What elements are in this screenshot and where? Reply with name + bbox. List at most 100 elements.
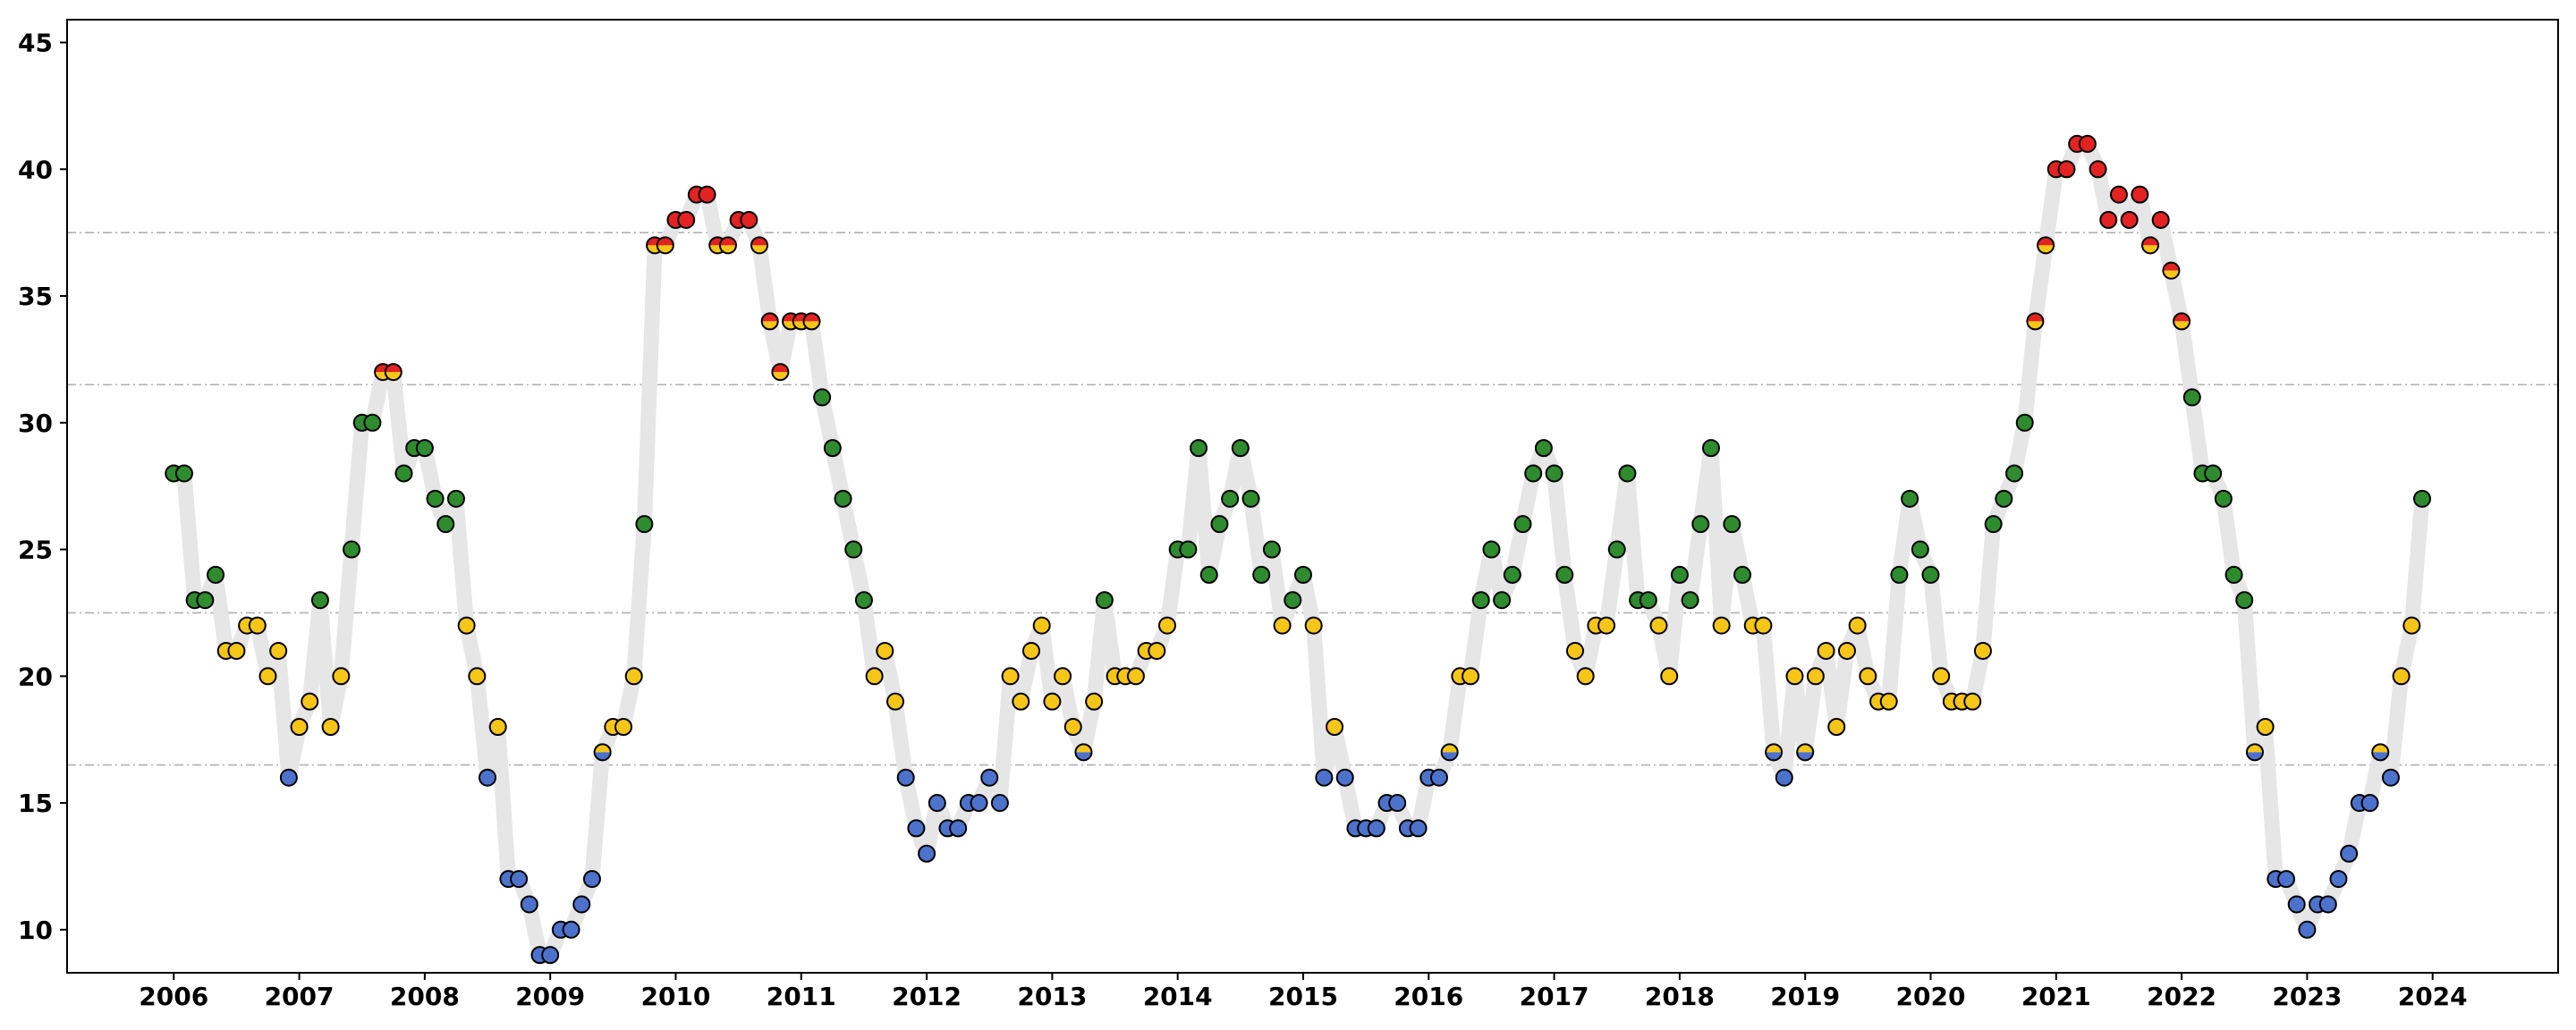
data-point — [582, 870, 601, 889]
data-point — [415, 439, 434, 458]
data-point — [363, 413, 382, 432]
data-point — [1576, 667, 1595, 686]
data-point — [479, 768, 497, 787]
data-point — [949, 819, 968, 838]
x-tick-label: 2009 — [515, 982, 585, 1011]
y-tick-label: 45 — [18, 29, 53, 58]
data-point — [2120, 210, 2139, 229]
y-tick-label: 40 — [18, 155, 53, 184]
data-point — [1639, 591, 1657, 610]
data-point — [1921, 565, 1940, 584]
data-point — [1085, 692, 1104, 711]
data-point — [343, 540, 361, 559]
x-tick-label: 2012 — [892, 982, 962, 1011]
data-point — [1837, 641, 1856, 660]
data-point — [207, 565, 225, 584]
data-point — [2329, 870, 2348, 889]
data-point — [2392, 667, 2411, 686]
y-tick-label: 30 — [18, 409, 53, 438]
x-tick-label: 2020 — [1896, 982, 1966, 1011]
data-point — [624, 667, 643, 686]
data-point — [384, 363, 402, 382]
data-point — [2340, 844, 2359, 863]
data-point — [1649, 616, 1668, 635]
data-point — [258, 667, 277, 686]
data-point — [2287, 895, 2306, 914]
data-point — [1284, 591, 1302, 610]
data-point — [541, 946, 560, 965]
x-tick-label: 2024 — [2398, 982, 2468, 1011]
data-point — [2005, 464, 2024, 483]
data-point — [1597, 616, 1616, 635]
y-tick-label: 10 — [18, 916, 53, 945]
y-tick-label: 15 — [18, 789, 53, 818]
data-point — [740, 210, 758, 229]
data-point — [1691, 515, 1710, 534]
data-point — [1785, 667, 1804, 686]
x-tick-label: 2023 — [2272, 982, 2342, 1011]
data-point — [1304, 616, 1323, 635]
x-tick-label: 2022 — [2147, 982, 2216, 1011]
x-tick-label: 2006 — [139, 982, 208, 1011]
data-point — [1545, 464, 1563, 483]
y-tick-label: 25 — [18, 536, 53, 565]
data-point — [1911, 540, 1929, 559]
data-point — [1179, 540, 1198, 559]
data-point — [1607, 540, 1626, 559]
data-point — [310, 591, 329, 610]
data-point — [279, 768, 298, 787]
data-point — [2162, 261, 2181, 280]
data-point — [2381, 768, 2400, 787]
data-point — [1001, 667, 1020, 686]
data-point — [635, 515, 654, 534]
data-points — [165, 134, 2432, 965]
data-point — [1775, 768, 1793, 787]
data-point — [876, 641, 894, 660]
data-point — [1859, 667, 1877, 686]
x-tick-label: 2019 — [1770, 982, 1840, 1011]
data-point — [656, 236, 674, 255]
data-point — [1126, 667, 1145, 686]
data-point — [2109, 185, 2128, 204]
y-tick-label: 20 — [18, 662, 53, 691]
data-point — [394, 464, 413, 483]
data-point — [2371, 743, 2390, 762]
data-point — [1806, 667, 1825, 686]
data-point — [1827, 717, 1846, 736]
data-point — [823, 439, 842, 458]
data-point — [510, 870, 529, 889]
data-point — [1190, 439, 1208, 458]
data-point — [2360, 794, 2379, 813]
data-point — [907, 819, 926, 838]
data-point — [1765, 743, 1784, 762]
data-point — [562, 920, 580, 939]
data-point — [1660, 667, 1679, 686]
data-point — [269, 641, 288, 660]
data-point — [1326, 717, 1344, 736]
data-point — [520, 895, 538, 914]
data-point — [1712, 616, 1731, 635]
x-tick-label: 2010 — [640, 982, 710, 1011]
data-point — [750, 236, 769, 255]
data-point — [854, 591, 873, 610]
data-point — [2277, 870, 2296, 889]
x-tick-label: 2008 — [390, 982, 460, 1011]
trend-line — [165, 136, 2430, 963]
data-point — [1157, 616, 1176, 635]
data-point — [1210, 515, 1229, 534]
data-point — [1440, 743, 1459, 762]
data-point — [1879, 692, 1898, 711]
data-point — [771, 363, 790, 382]
data-point — [1252, 565, 1271, 584]
x-tick-label: 2011 — [767, 982, 836, 1011]
data-point — [886, 692, 904, 711]
data-point — [2015, 413, 2034, 432]
data-point — [718, 236, 737, 255]
data-point — [2057, 160, 2076, 179]
data-point — [1043, 692, 1062, 711]
x-axis: 2006 2007 2008 2009 2010 2011 2012 2013 2014 2015… — [139, 973, 2468, 1011]
data-point — [1890, 565, 1909, 584]
data-point — [1754, 616, 1773, 635]
data-point — [1293, 565, 1312, 584]
